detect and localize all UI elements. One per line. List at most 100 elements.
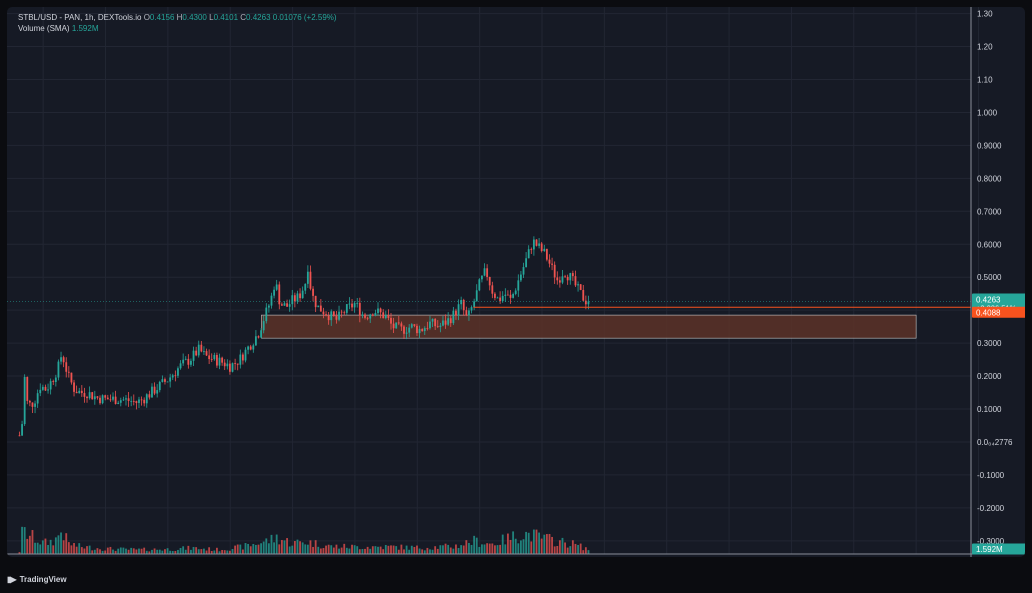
candle-body	[241, 354, 244, 361]
volume-bar	[75, 546, 78, 554]
volume-bar	[468, 542, 470, 554]
volume-bar	[241, 549, 244, 554]
volume-bar	[288, 546, 291, 554]
candle-body	[343, 312, 346, 314]
volume-bar	[403, 549, 405, 554]
volume-bar	[390, 545, 392, 554]
candle-body	[286, 303, 288, 307]
candle-body	[468, 310, 470, 316]
last-price-label: 0.4263	[976, 295, 1001, 304]
volume-bar	[138, 548, 140, 554]
candle-body	[119, 400, 122, 403]
volume-bar	[540, 538, 543, 554]
candle-body	[403, 326, 405, 334]
chart-panel[interactable]: 1.30 1.20 1.10 1.000 0.9000 0.8000 0.7000 0.600…	[7, 7, 1025, 557]
candle-body	[327, 315, 330, 321]
volume-bar	[358, 549, 361, 554]
candle-body	[57, 361, 60, 378]
volume-bar	[366, 546, 369, 554]
candle-body	[47, 389, 49, 391]
grid	[7, 7, 979, 554]
candle-body	[507, 294, 509, 296]
candle-body	[504, 294, 507, 296]
candle-body	[545, 248, 548, 260]
candle-body	[41, 386, 44, 390]
candle-body	[127, 398, 130, 402]
price-tick-label: 0.3000	[977, 339, 1002, 348]
candle-body	[205, 351, 208, 356]
candle-body	[483, 268, 486, 276]
candle-body	[80, 390, 83, 394]
volume-bar	[556, 546, 559, 554]
candle-body	[553, 264, 556, 278]
candle-body	[18, 435, 21, 437]
low-value: 0.4101	[213, 13, 239, 22]
volume-bar	[436, 548, 439, 554]
candle-body	[377, 308, 379, 314]
level-price-label: 0.4088	[976, 308, 1001, 317]
candle-body	[538, 243, 541, 246]
candle-body	[161, 379, 164, 382]
volume-bar	[306, 544, 309, 554]
volume-bar	[52, 545, 55, 554]
volume-bar	[221, 549, 224, 554]
volume-bar	[236, 544, 239, 554]
price-tick-label: 1.30	[977, 10, 993, 19]
candle-body	[291, 295, 294, 305]
symbol-title[interactable]: STBL/USD - PAN, 1h, DEXTools.io	[18, 13, 142, 22]
candle-body	[234, 363, 237, 364]
volume-bar	[254, 544, 257, 554]
candle-body	[345, 304, 348, 313]
candle-body	[231, 363, 234, 372]
candle-body	[449, 318, 452, 324]
volume-bar	[327, 544, 330, 554]
volume-bar	[496, 545, 499, 554]
candle-body	[254, 336, 257, 346]
volume-bar	[145, 550, 148, 554]
volume-bar	[418, 548, 421, 554]
candle-body	[78, 390, 81, 394]
price-lines	[7, 301, 971, 308]
candle-body	[301, 290, 304, 299]
candle-body	[525, 258, 528, 268]
tradingview-logo[interactable]: ▮▶ TradingView	[7, 575, 67, 584]
volume-bar	[130, 547, 133, 554]
volume-bar	[187, 545, 190, 554]
chart-canvas[interactable]: 1.30 1.20 1.10 1.000 0.9000 0.8000 0.7000 0.600…	[7, 7, 1025, 557]
volume-bar	[119, 547, 122, 554]
volume-bar	[270, 534, 273, 554]
volume-bar	[291, 545, 294, 554]
volume-indicator-label[interactable]: Volume (SMA)	[18, 24, 70, 33]
volume-bar	[377, 546, 379, 554]
candle-body	[67, 371, 70, 373]
candle-body	[392, 323, 395, 329]
candle-body	[319, 305, 322, 312]
open-value: 0.4156	[149, 13, 175, 22]
volume-bar	[519, 540, 522, 554]
volume-bar	[114, 550, 117, 554]
candle-body	[304, 283, 307, 291]
candle-body	[332, 311, 335, 316]
volume-bar	[470, 544, 473, 554]
volume-legend: Volume (SMA) 1.592M	[18, 24, 99, 33]
volume-bar	[322, 548, 325, 554]
volume-bar	[397, 549, 400, 554]
volume-bar	[109, 546, 112, 554]
volume-bar	[293, 541, 296, 554]
volume-bar	[153, 548, 156, 554]
volume-bar	[260, 543, 263, 554]
candle-body	[31, 402, 34, 407]
candle-body	[91, 392, 94, 400]
candle-body	[288, 304, 291, 307]
candle-body	[156, 390, 159, 394]
price-tick-label: 0.7000	[977, 207, 1002, 216]
volume-bar	[330, 545, 333, 554]
candle-body	[293, 295, 296, 302]
candle-body	[54, 377, 57, 383]
volume-bar	[447, 544, 450, 554]
volume-bar	[18, 552, 21, 554]
high-value: 0.4300	[182, 13, 207, 22]
candle-body	[384, 315, 387, 319]
volume-bar	[301, 542, 304, 554]
candle-body	[203, 351, 205, 352]
